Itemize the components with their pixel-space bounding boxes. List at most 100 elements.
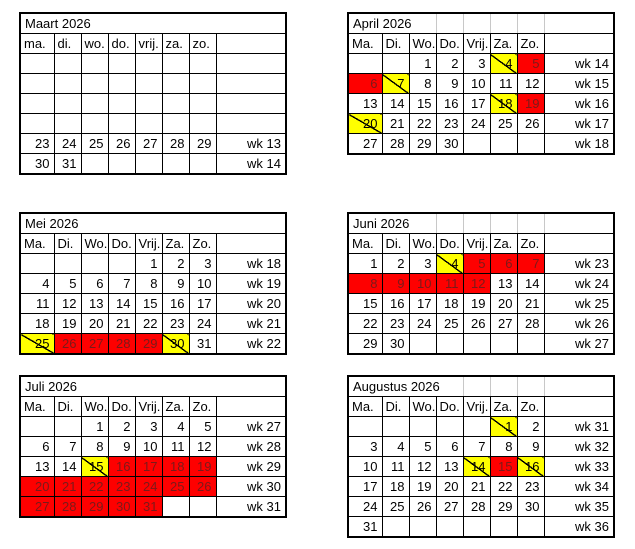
day-cell[interactable]: 16 (516, 456, 545, 477)
day-cell[interactable]: 6 (19, 436, 55, 457)
title-filler-cell[interactable] (462, 376, 490, 397)
day-cell[interactable]: 27 (489, 313, 518, 334)
day-cell[interactable]: 21 (462, 476, 491, 497)
day-cell[interactable]: 15 (408, 93, 437, 114)
week-number-cell[interactable]: wk 25 (543, 293, 615, 314)
day-cell[interactable]: 14 (516, 273, 545, 294)
day-cell[interactable]: 2 (381, 253, 410, 274)
day-cell[interactable]: 3 (462, 53, 491, 74)
day-cell[interactable]: 30 (516, 496, 545, 517)
week-header-cell[interactable] (543, 33, 615, 54)
day-header-cell[interactable]: Za. (489, 396, 518, 417)
day-cell[interactable] (408, 416, 437, 437)
week-number-cell[interactable]: wk 36 (543, 516, 615, 538)
day-cell[interactable]: 13 (489, 273, 518, 294)
day-cell[interactable]: 17 (347, 476, 383, 497)
day-cell[interactable]: 3 (188, 253, 217, 274)
day-cell[interactable]: 23 (381, 313, 410, 334)
day-cell[interactable] (188, 496, 217, 518)
day-cell[interactable] (435, 416, 464, 437)
day-cell[interactable]: 13 (19, 456, 55, 477)
day-cell[interactable]: 25 (19, 333, 55, 355)
week-number-cell[interactable]: wk 15 (543, 73, 615, 94)
day-cell[interactable]: 24 (408, 313, 437, 334)
day-header-cell[interactable]: Zo. (516, 396, 545, 417)
day-cell[interactable]: 8 (134, 273, 163, 294)
day-cell[interactable]: 16 (107, 456, 136, 477)
day-cell[interactable]: 25 (80, 133, 109, 154)
week-number-cell[interactable] (215, 53, 287, 74)
title-filler-cell[interactable] (543, 213, 614, 234)
day-cell[interactable]: 14 (462, 456, 491, 477)
day-cell[interactable]: 7 (107, 273, 136, 294)
week-number-cell[interactable]: wk 20 (215, 293, 287, 314)
day-header-cell[interactable]: Di. (381, 396, 410, 417)
day-cell[interactable]: 27 (80, 333, 109, 355)
month-title-cell[interactable]: Maart 2026 (20, 13, 286, 34)
day-cell[interactable]: 21 (381, 113, 410, 134)
week-number-cell[interactable]: wk 16 (543, 93, 615, 114)
title-filler-cell[interactable] (516, 13, 544, 34)
day-header-cell[interactable]: Ma. (19, 396, 55, 417)
day-header-cell[interactable]: Do. (435, 396, 464, 417)
day-cell[interactable]: 3 (347, 436, 383, 457)
title-filler-cell[interactable] (516, 213, 544, 234)
day-cell[interactable]: 21 (107, 313, 136, 334)
title-filler-cell[interactable] (489, 13, 517, 34)
day-cell[interactable]: 17 (462, 93, 491, 114)
day-cell[interactable]: 23 (516, 476, 545, 497)
week-number-cell[interactable]: wk 30 (215, 476, 287, 497)
day-header-cell[interactable]: Za. (489, 233, 518, 254)
week-number-cell[interactable]: wk 13 (215, 133, 287, 154)
day-cell[interactable]: 16 (161, 293, 190, 314)
day-cell[interactable]: 22 (347, 313, 383, 334)
day-cell[interactable]: 5 (188, 416, 217, 437)
day-cell[interactable] (381, 416, 410, 437)
week-number-cell[interactable]: wk 23 (543, 253, 615, 274)
day-cell[interactable]: 17 (408, 293, 437, 314)
day-header-cell[interactable]: Do. (107, 233, 136, 254)
day-header-cell[interactable]: za. (161, 33, 190, 54)
day-cell[interactable]: 29 (408, 133, 437, 155)
day-cell[interactable]: 29 (489, 496, 518, 517)
day-cell[interactable]: 13 (80, 293, 109, 314)
day-cell[interactable]: 8 (347, 273, 383, 294)
day-cell[interactable]: 18 (19, 313, 55, 334)
month-title-cell[interactable]: April 2026 (348, 13, 416, 34)
day-cell[interactable] (188, 73, 217, 94)
day-cell[interactable]: 17 (188, 293, 217, 314)
day-header-cell[interactable]: zo. (188, 33, 217, 54)
day-cell[interactable]: 14 (107, 293, 136, 314)
day-cell[interactable]: 24 (134, 476, 163, 497)
day-cell[interactable]: 15 (347, 293, 383, 314)
title-filler-cell[interactable] (489, 376, 517, 397)
day-cell[interactable]: 4 (435, 253, 464, 274)
day-header-cell[interactable]: Wo. (408, 233, 437, 254)
day-cell[interactable]: 28 (381, 133, 410, 155)
day-header-cell[interactable]: Vrij. (134, 396, 163, 417)
day-cell[interactable]: 9 (381, 273, 410, 294)
day-cell[interactable]: 1 (489, 416, 518, 437)
day-cell[interactable]: 7 (516, 253, 545, 274)
day-cell[interactable] (53, 253, 82, 274)
day-cell[interactable]: 7 (381, 73, 410, 94)
day-cell[interactable]: 24 (462, 113, 491, 134)
day-cell[interactable]: 23 (107, 476, 136, 497)
day-cell[interactable]: 5 (408, 436, 437, 457)
day-cell[interactable]: 7 (53, 436, 82, 457)
day-cell[interactable]: 12 (516, 73, 545, 94)
week-number-cell[interactable]: wk 14 (543, 53, 615, 74)
day-cell[interactable]: 12 (408, 456, 437, 477)
day-cell[interactable]: 29 (188, 133, 217, 154)
week-number-cell[interactable]: wk 28 (215, 436, 287, 457)
day-cell[interactable]: 14 (381, 93, 410, 114)
day-cell[interactable] (347, 416, 383, 437)
day-cell[interactable] (161, 53, 190, 74)
day-header-cell[interactable]: Di. (53, 396, 82, 417)
day-cell[interactable]: 2 (435, 53, 464, 74)
day-cell[interactable]: 6 (435, 436, 464, 457)
day-cell[interactable] (381, 53, 410, 74)
week-number-cell[interactable]: wk 34 (543, 476, 615, 497)
day-cell[interactable] (53, 113, 82, 134)
day-header-cell[interactable]: Do. (107, 396, 136, 417)
